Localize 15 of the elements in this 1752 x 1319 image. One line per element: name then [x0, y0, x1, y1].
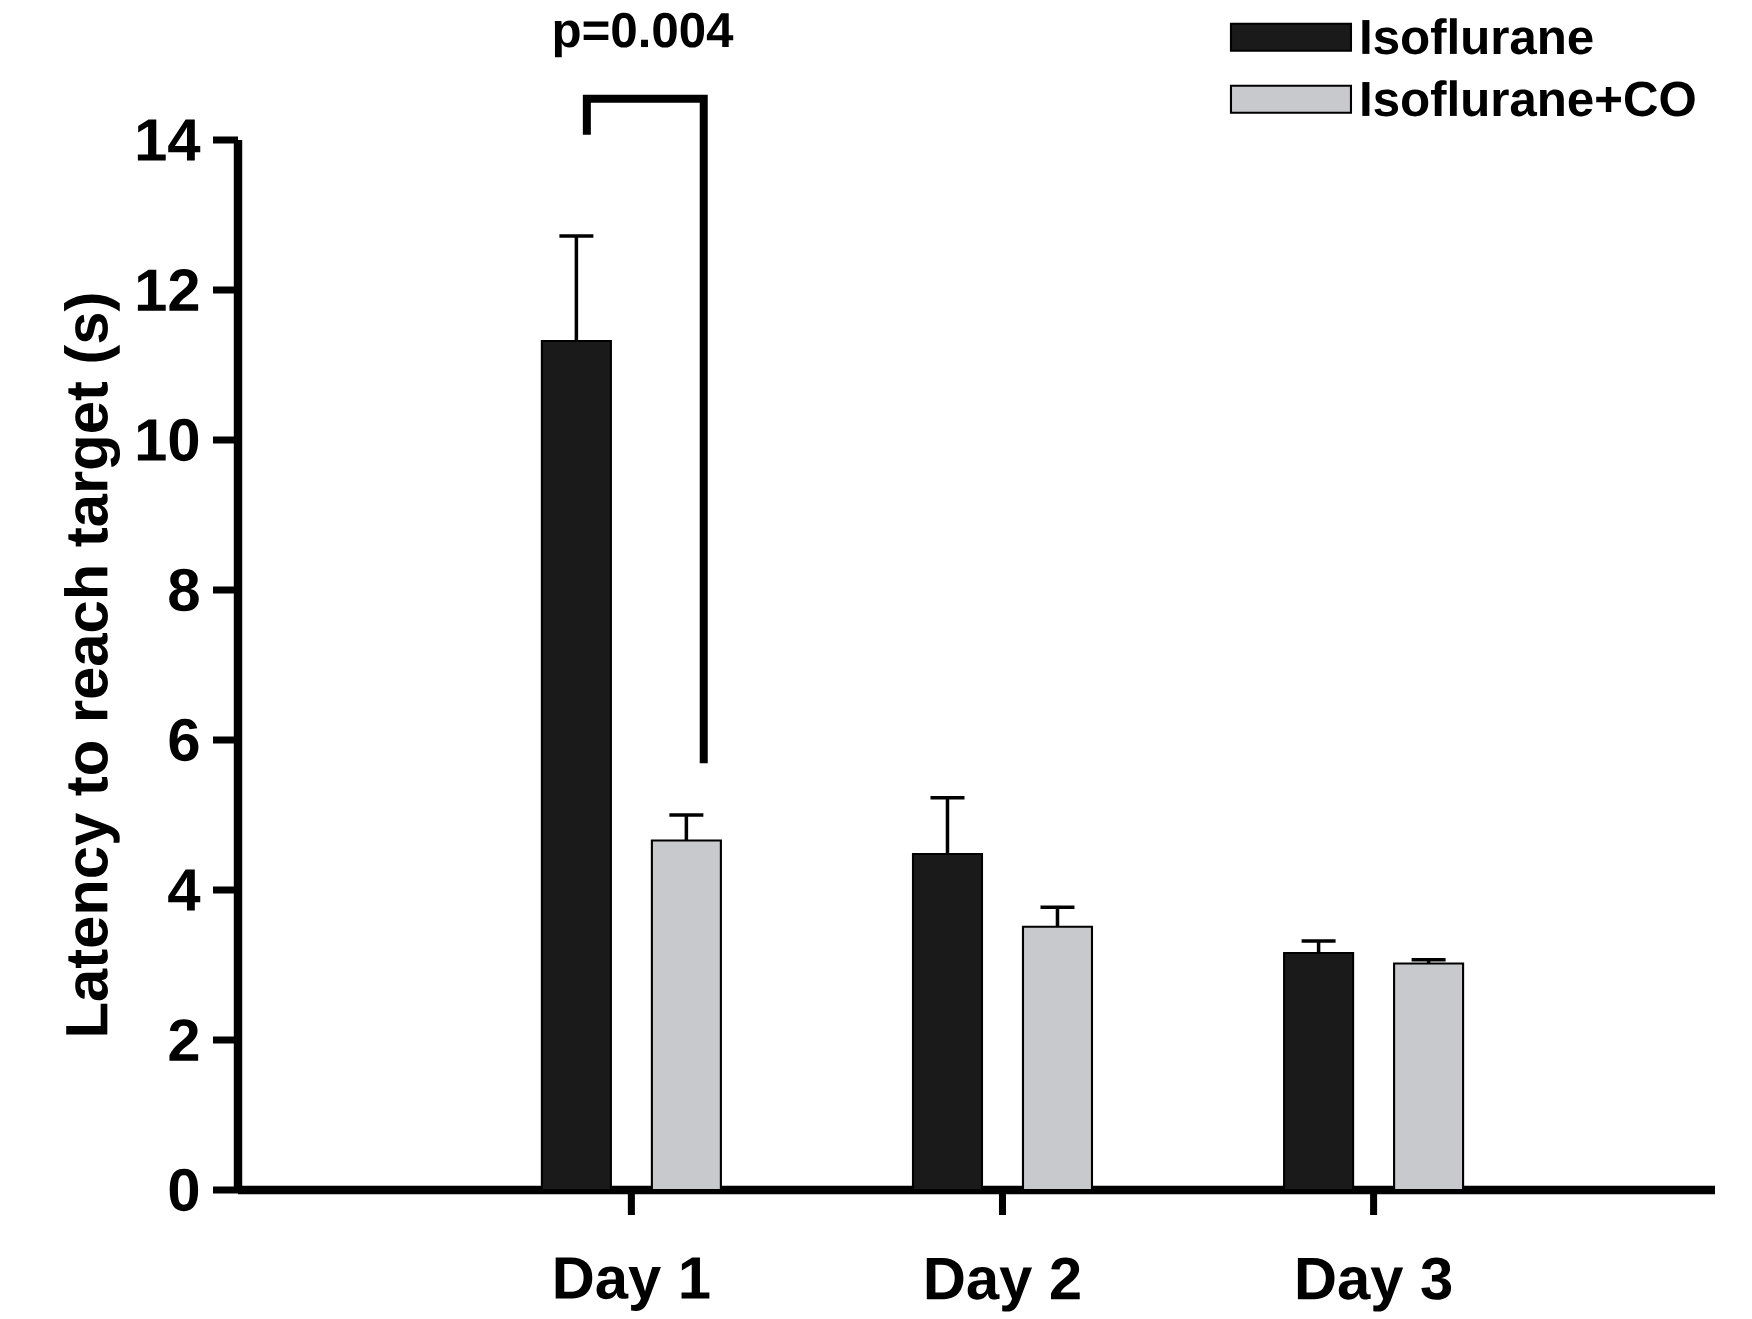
y-tick-label: 10 — [137, 418, 199, 462]
text: p=0.004 — [554, 12, 734, 58]
y-axis-title: Latency to reach target (s) — [64, 294, 121, 1035]
y-tick-label: 8 — [169, 568, 199, 612]
legend-label: Isoflurane — [1362, 18, 1593, 55]
x-tick-label: Day 3 — [1297, 1257, 1452, 1312]
x-tick-label: Day 2 — [926, 1257, 1080, 1312]
y-tick-label: 0 — [169, 1168, 199, 1212]
y-tick-label: 14 — [137, 119, 201, 161]
y-tick-label: 12 — [137, 269, 199, 311]
y-tick-label: 4 — [168, 869, 201, 911]
y-tick-label: 2 — [169, 1019, 199, 1061]
legend-label: Isoflurane+CO — [1362, 80, 1695, 117]
x-tick-label: Day 1 — [555, 1257, 710, 1311]
y-tick-label: 6 — [169, 718, 199, 762]
